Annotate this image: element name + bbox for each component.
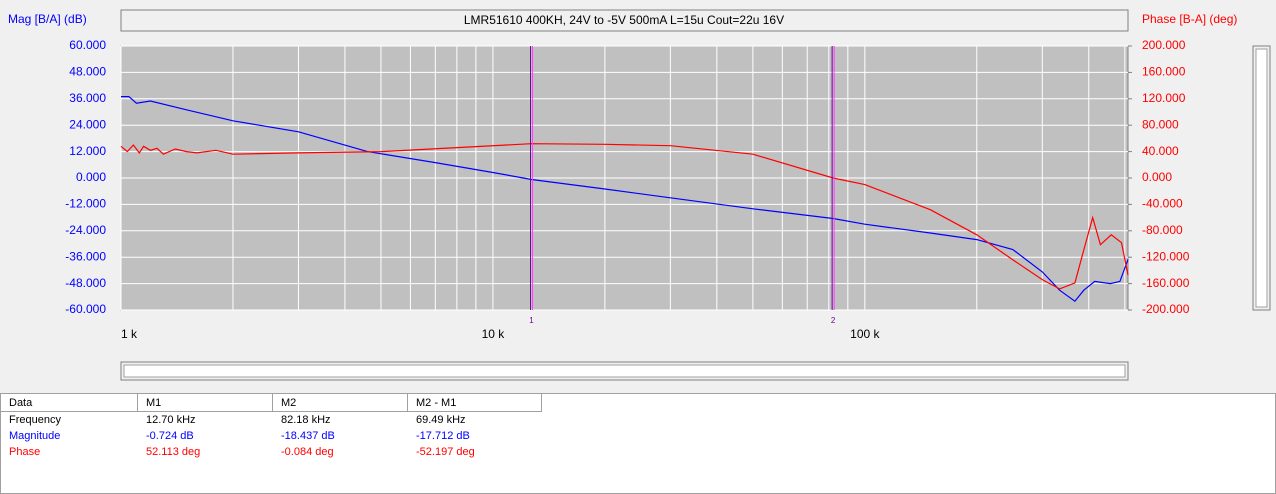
- table-cell: 52.113 deg: [146, 446, 201, 458]
- table-cell: Phase: [9, 446, 41, 458]
- table-cell: M1: [138, 394, 273, 412]
- y-tick-label: 36.000: [69, 91, 106, 105]
- y2-tick-label: -40.000: [1142, 197, 1183, 211]
- y2-tick-label: -200.000: [1142, 302, 1190, 316]
- table-cell: -18.437 dB: [281, 430, 335, 442]
- y2-tick-label: 40.000: [1142, 144, 1179, 158]
- table-cell: -0.084 deg: [281, 446, 334, 458]
- chart-title: LMR51610 400KH, 24V to -5V 500mA L=15u C…: [464, 13, 784, 27]
- table-cell: 12.70 kHz: [146, 414, 196, 426]
- table-cell: 69.49 kHz: [416, 414, 466, 426]
- series-line: [120, 143, 1129, 290]
- series-line: [121, 96, 1129, 303]
- y-tick-label: -60.000: [65, 302, 106, 316]
- y-tick-label: -12.000: [65, 197, 106, 211]
- y2-tick-label: -160.000: [1142, 276, 1190, 290]
- table-cell: -52.197 deg: [416, 446, 475, 458]
- y-tick-label: -48.000: [65, 276, 106, 290]
- y-tick-label: -36.000: [65, 249, 106, 263]
- y-tick-label: 60.000: [69, 38, 106, 52]
- chart: LMR51610 400KH, 24V to -5V 500mA L=15u C…: [8, 9, 1271, 381]
- marker-label: 2: [831, 316, 836, 325]
- table-cell: Magnitude: [9, 430, 61, 442]
- y2-tick-label: -120.000: [1142, 249, 1190, 263]
- table-cell: M2 - M1: [408, 394, 542, 412]
- y-axis-label: Mag [B/A] (dB): [8, 12, 87, 26]
- y-tick-label: 12.000: [69, 144, 106, 158]
- data-table: Data M1 M2 M2 - M1 Frequency 12.70 kHz 82.18 k…: [0, 393, 1276, 494]
- scrollbar-thumb[interactable]: [1255, 48, 1268, 308]
- y2-tick-label: -80.000: [1142, 223, 1183, 237]
- x-tick-label: 1 k: [121, 327, 138, 341]
- scrollbar-thumb[interactable]: [123, 364, 1126, 378]
- y-tick-label: -24.000: [65, 223, 106, 237]
- title-box: [120, 9, 1129, 32]
- y-tick-label: 48.000: [69, 65, 106, 79]
- table-cell: M2: [273, 394, 408, 412]
- table-cell: -0.724 dB: [146, 430, 194, 442]
- y-tick-label: 24.000: [69, 117, 106, 131]
- y2-tick-label: 0.000: [1142, 170, 1172, 184]
- x-tick-label: 100 k: [850, 327, 880, 341]
- y-tick-label: 0.000: [76, 170, 106, 184]
- table-cell: -17.712 dB: [416, 430, 470, 442]
- y2-axis-label: Phase [B-A] (deg): [1142, 12, 1237, 26]
- y2-tick-label: 80.000: [1142, 117, 1179, 131]
- table-cell: 82.18 kHz: [281, 414, 331, 426]
- y2-tick-label: 120.000: [1142, 91, 1186, 105]
- y2-tick-label: 200.000: [1142, 38, 1186, 52]
- table-cell: Frequency: [9, 414, 61, 426]
- vertical-scrollbar[interactable]: [1252, 45, 1271, 311]
- marker-label: 1: [529, 316, 534, 325]
- y2-tick-label: 160.000: [1142, 65, 1186, 79]
- x-tick-label: 10 k: [482, 327, 506, 341]
- horizontal-scrollbar[interactable]: [120, 361, 1129, 381]
- table-cell: Data: [1, 394, 138, 412]
